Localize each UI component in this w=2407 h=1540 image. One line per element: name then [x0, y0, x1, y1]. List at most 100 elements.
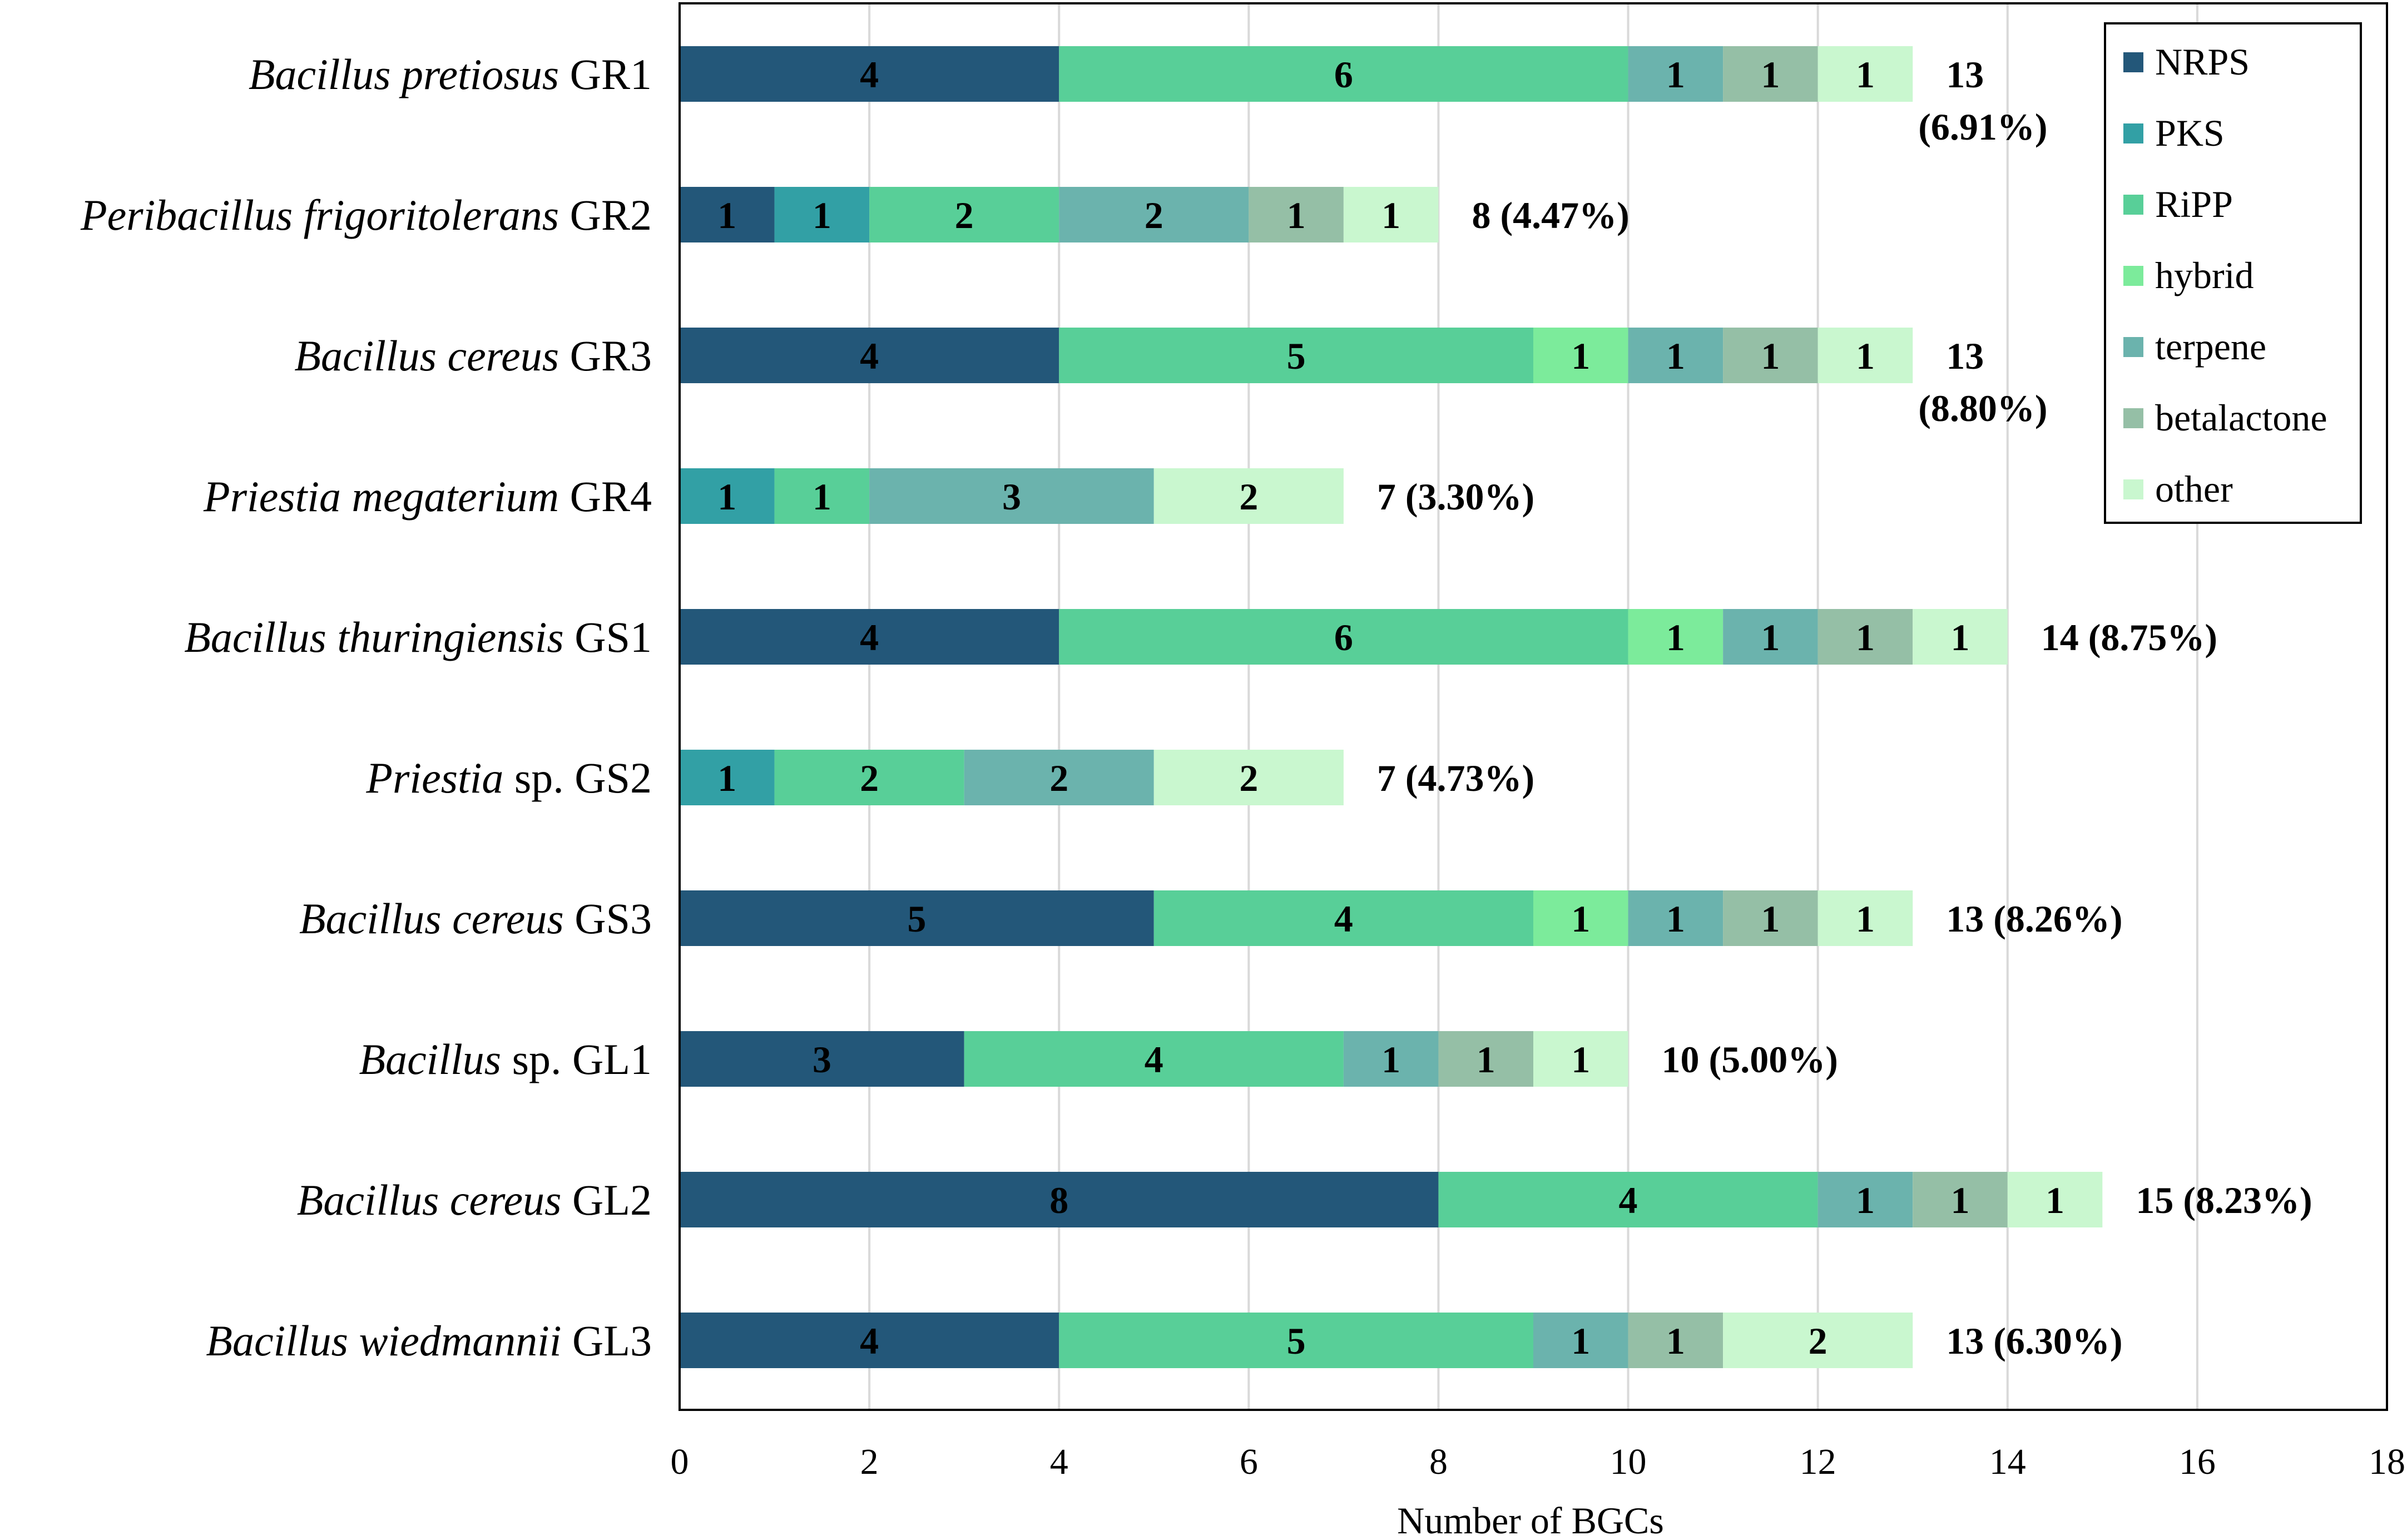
bar-segment-terpene [1628, 46, 1723, 102]
bar-segment-NRPS [680, 46, 1059, 102]
legend-label-other: other [2155, 468, 2233, 510]
segment-value-label: 1 [1761, 53, 1780, 96]
bar-segment-terpene [1059, 187, 1249, 242]
bar-segment-RiPP [1153, 890, 1533, 946]
segment-value-label: 1 [1666, 53, 1685, 96]
bar-segment-RiPP [1059, 328, 1533, 383]
segment-value-label: 1 [1856, 335, 1875, 377]
category-label-italic: Bacillus pretiosus [249, 50, 559, 98]
bar-segment-PKS [774, 187, 870, 242]
total-label: 7 (4.73%) [1377, 757, 1534, 799]
segment-value-label: 1 [1856, 1179, 1875, 1221]
bar-segment-other [1153, 468, 1344, 524]
x-tick-label: 18 [2369, 1442, 2405, 1482]
bar-segment-hybrid [1533, 328, 1628, 383]
segment-value-label: 1 [717, 476, 736, 518]
bar-segment-other [1913, 609, 2008, 665]
category-label-italic: Priestia [365, 754, 503, 802]
x-tick-label: 16 [2179, 1442, 2216, 1482]
category-label: Bacillus sp. GL1 [359, 1035, 652, 1083]
total-label-percent: (8.80%) [1918, 387, 2047, 429]
bar-segment-betalactone [1723, 328, 1818, 383]
legend-label-betalactone: betalactone [2155, 397, 2327, 439]
bar-segment-other [1817, 328, 1913, 383]
x-tick-label: 4 [1050, 1442, 1068, 1482]
total-label: 8 (4.47%) [1472, 194, 1629, 236]
segment-value-label: 2 [1239, 476, 1258, 518]
bar-segment-terpene [1723, 609, 1818, 665]
segment-value-label: 5 [1287, 1320, 1306, 1362]
segment-value-label: 2 [1239, 757, 1258, 799]
bar-segment-other [1723, 1313, 1913, 1368]
category-label-strain: GR1 [559, 50, 652, 98]
x-axis-title: Number of BGCs [1397, 1499, 1664, 1540]
segment-value-label: 1 [1381, 1038, 1400, 1081]
category-label-strain: sp. GS2 [503, 754, 652, 802]
legend-label-hybrid: hybrid [2155, 254, 2254, 296]
total-labels: 13 (6.91%) 8 (4.47%) 13 (8.80%) 7 (3.30%) 14 (… [1377, 53, 2312, 1362]
segment-value-label: 4 [1334, 898, 1353, 940]
category-label-italic: Bacillus [359, 1035, 502, 1083]
bar-segment-NRPS [680, 890, 1154, 946]
segment-value-label: 1 [1666, 335, 1685, 377]
legend-swatch-PKS [2123, 123, 2143, 143]
category-label: Peribacillus frigoritolerans GR2 [80, 191, 652, 239]
x-tick-label: 2 [860, 1442, 879, 1482]
category-label-strain: GR4 [559, 472, 652, 521]
segment-value-label: 4 [860, 335, 879, 377]
segment-value-label: 2 [955, 194, 974, 236]
segment-value-label: 1 [2046, 1179, 2064, 1221]
segment-value-label: 6 [1334, 53, 1353, 96]
segment-value-label: 4 [1145, 1038, 1163, 1081]
bar-segment-other [2007, 1172, 2103, 1227]
bar-segment-betalactone [1723, 46, 1818, 102]
segment-value-label: 1 [1571, 335, 1590, 377]
bar-segment-RiPP [1059, 46, 1628, 102]
legend-label-PKS: PKS [2155, 112, 2225, 154]
x-tick-label: 14 [1989, 1442, 2026, 1482]
segment-value-label: 2 [1145, 194, 1163, 236]
legend-swatch-hybrid [2123, 266, 2143, 286]
segment-value-label: 8 [1049, 1179, 1068, 1221]
segment-value-label: 1 [813, 476, 831, 518]
segment-value-label: 4 [860, 53, 879, 96]
bar-segment-RiPP [1059, 609, 1628, 665]
category-label: Priestia megaterium GR4 [203, 472, 652, 521]
category-label-strain: GS1 [564, 613, 652, 661]
bar-segment-PKS [680, 468, 775, 524]
bar-segment-terpene [869, 468, 1154, 524]
bar-segment-terpene [1343, 1031, 1439, 1087]
bar-segment-RiPP [1438, 1172, 1818, 1227]
bar-segment-RiPP [1059, 1313, 1533, 1368]
segment-value-label: 1 [1666, 898, 1685, 940]
category-label-italic: Peribacillus frigoritolerans [80, 191, 559, 239]
total-label: 13 [1946, 53, 1984, 96]
bar-segment-RiPP [774, 468, 870, 524]
segment-value-label: 1 [1856, 898, 1875, 940]
category-label-italic: Bacillus cereus [294, 331, 559, 380]
x-axis-ticks: 0 2 4 6 8 10 12 14 16 18 [671, 1442, 2406, 1482]
category-label: Bacillus wiedmannii GL3 [206, 1316, 652, 1365]
category-label-strain: GL2 [562, 1176, 652, 1224]
segment-value-label: 1 [1761, 616, 1780, 658]
bar-segment-other [1817, 890, 1913, 946]
total-label: 13 (8.26%) [1946, 898, 2122, 940]
category-label-italic: Bacillus wiedmannii [206, 1316, 561, 1365]
bar-segment-NRPS [680, 1313, 1059, 1368]
segment-value-label: 2 [860, 757, 879, 799]
bar-segment-NRPS [680, 1031, 964, 1087]
segment-value-label: 3 [813, 1038, 831, 1081]
segment-value-label: 1 [717, 194, 736, 236]
total-label-percent: (6.91%) [1918, 106, 2047, 148]
bar-segment-terpene [964, 750, 1154, 805]
legend-swatch-betalactone [2123, 408, 2143, 428]
category-label-italic: Priestia megaterium [203, 472, 559, 521]
bar-segment-terpene [1533, 1313, 1628, 1368]
x-tick-label: 0 [671, 1442, 689, 1482]
bar-segment-betalactone [1249, 187, 1344, 242]
legend-swatch-other [2123, 479, 2143, 499]
segment-value-label: 1 [1571, 1038, 1590, 1081]
bar-segment-RiPP [869, 187, 1059, 242]
x-tick-label: 8 [1429, 1442, 1448, 1482]
